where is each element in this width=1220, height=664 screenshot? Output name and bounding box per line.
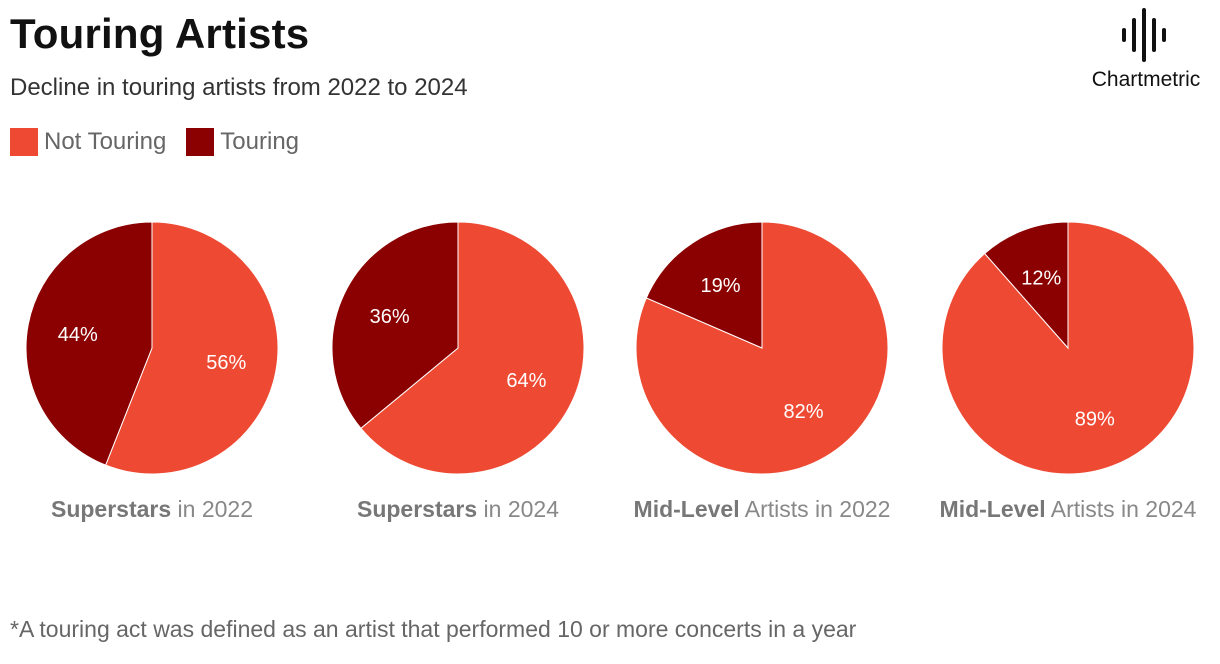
pie-1-slice-not-touring: [360, 221, 585, 475]
legend-label-touring: Touring: [220, 128, 300, 155]
legend-item-not-touring: Not Touring: [10, 128, 166, 156]
legend-label-not-touring: Not Touring: [44, 128, 167, 155]
legend: Not Touring Touring: [10, 128, 319, 156]
caption-superstars-2024: Superstars in 2024: [356, 496, 560, 522]
pie-2-label-touring: 19%: [700, 275, 740, 297]
legend-swatch-touring: [186, 128, 215, 156]
legend-swatch-not-touring: [10, 128, 38, 156]
pie-3-label-not-touring: 89%: [1075, 409, 1115, 431]
pie-0-slice-touring: [25, 221, 153, 466]
chart-subtitle: Decline in touring artists from 2022 to …: [10, 74, 468, 101]
pie-0-label-not-touring: 56%: [206, 352, 246, 374]
pie-3-label-touring: 12%: [1021, 267, 1061, 289]
pie-2-label-not-touring: 82%: [783, 401, 823, 423]
footnote: *A touring act was defined as an artist …: [10, 616, 857, 642]
caption-midlevel-2024: Mid-Level Artists in 2024: [939, 496, 1197, 522]
pie-1-slice-touring: [331, 221, 459, 430]
pie-2-slice-touring: [645, 221, 763, 349]
caption-midlevel-2022: Mid-Level Artists in 2022: [633, 496, 891, 522]
brand-logo: Chartmetric: [1080, 8, 1212, 96]
pie-0-slice-not-touring: [104, 221, 279, 475]
caption-superstars-2022: Superstars in 2022: [50, 496, 254, 522]
brand-name: Chartmetric: [1091, 68, 1201, 91]
chart-title: Touring Artists: [10, 10, 310, 57]
soundwave-icon: [1122, 8, 1166, 62]
pie-charts: 56% 44% 64% 36% 82% 19% 89% 12%: [25, 221, 1195, 475]
legend-item-touring: Touring: [186, 128, 299, 156]
pie-1-label-touring: 36%: [370, 306, 410, 328]
pie-1-label-not-touring: 64%: [506, 370, 546, 392]
pie-3-slice-touring: [983, 221, 1069, 350]
pie-0-label-touring: 44%: [58, 324, 98, 346]
